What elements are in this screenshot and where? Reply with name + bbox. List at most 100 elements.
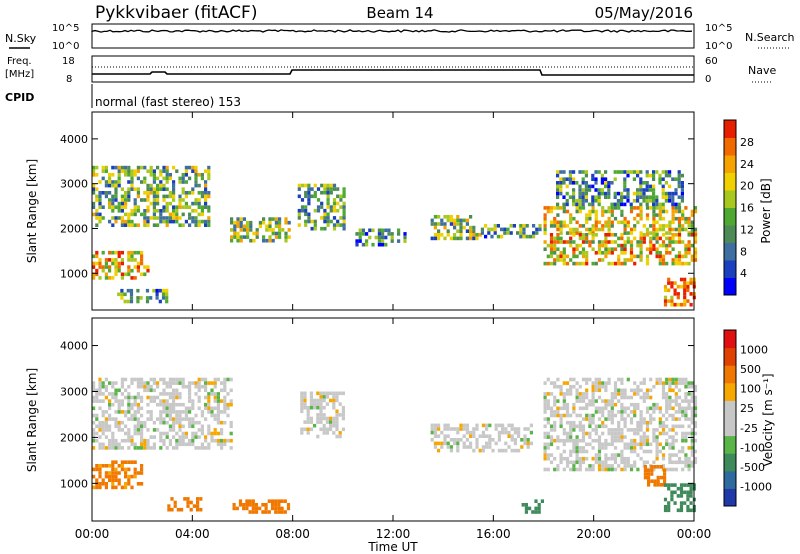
echo-cell (661, 261, 666, 266)
echo-cell (658, 206, 662, 210)
echo-cell (178, 381, 182, 385)
echo-cell (626, 240, 630, 244)
echo-cell (430, 438, 434, 442)
echo-cell (594, 199, 598, 203)
echo-cell (686, 504, 690, 509)
echo-cell (617, 428, 621, 432)
echo-cell (223, 420, 227, 425)
echo-cell (204, 187, 208, 191)
echo-cell (210, 392, 214, 396)
echo-cell (216, 410, 220, 414)
echo-cell (636, 428, 640, 432)
echo-cell (626, 395, 630, 400)
echo-cell (149, 296, 153, 300)
echo-cell (607, 467, 611, 472)
echo-cell (613, 261, 618, 266)
echo-cell (578, 233, 582, 237)
echo-cell (674, 399, 678, 403)
echo-cell (197, 399, 201, 403)
echo-cell (594, 410, 598, 414)
echo-cell (143, 223, 147, 227)
echo-cell (594, 460, 598, 465)
echo-cell (307, 194, 311, 199)
echo-cell (184, 219, 188, 224)
echo-cell (581, 170, 585, 174)
echo-cell (556, 220, 560, 225)
echo-cell (149, 446, 153, 450)
echo-cell (92, 384, 96, 389)
echo-cell (172, 424, 176, 429)
echo-cell (313, 402, 317, 406)
echo-cell (629, 410, 634, 414)
echo-cell (453, 438, 457, 442)
echo-cell (456, 438, 460, 442)
echo-cell (159, 413, 163, 418)
echo-cell (648, 199, 652, 203)
echo-cell (690, 410, 694, 414)
colorbar-swatch (724, 435, 736, 454)
echo-cell (597, 251, 602, 255)
echo-cell (130, 173, 134, 177)
echo-cell (316, 413, 320, 417)
echo-cell (165, 420, 169, 425)
echo-cell (127, 219, 131, 224)
echo-cell (556, 467, 560, 472)
echo-cell (562, 413, 566, 418)
echo-cell (149, 388, 153, 393)
echo-cell (665, 438, 669, 443)
echo-cell (519, 231, 523, 235)
echo-cell (108, 471, 112, 475)
echo-cell (656, 483, 660, 487)
echo-cell (280, 510, 284, 514)
echo-cell (365, 239, 369, 243)
echo-cell (591, 428, 595, 432)
echo-cell (200, 173, 204, 177)
echo-cell (319, 420, 323, 424)
echo-cell (584, 173, 588, 178)
echo-cell (581, 195, 585, 199)
echo-cell (437, 423, 441, 428)
echo-cell (172, 428, 176, 432)
echo-cell (124, 471, 128, 475)
echo-cell (681, 240, 685, 244)
echo-cell (216, 395, 220, 400)
echo-cell (213, 431, 217, 436)
echo-cell (665, 231, 669, 235)
echo-cell (549, 220, 554, 225)
echo-cell (114, 250, 118, 255)
echo-cell (304, 205, 308, 209)
echo-cell (613, 402, 618, 407)
echo-cell (645, 199, 649, 203)
echo-cell (313, 194, 317, 199)
echo-cell (200, 219, 204, 224)
echo-cell (130, 183, 134, 188)
echo-cell (485, 445, 489, 449)
echo-cell (677, 184, 681, 189)
echo-cell (588, 435, 592, 439)
echo-cell (326, 223, 330, 227)
echo-cell (629, 388, 634, 393)
echo-cell (226, 413, 230, 418)
echo-cell (98, 212, 102, 217)
echo-cell (332, 431, 336, 435)
echo-cell (578, 202, 582, 207)
echo-cell (178, 392, 182, 396)
echo-cell (120, 296, 124, 300)
echo-cell (597, 240, 602, 244)
echo-cell (658, 243, 662, 248)
echo-cell (689, 494, 693, 498)
echo-cell (111, 442, 115, 447)
echo-cell (184, 165, 188, 170)
echo-cell (655, 251, 659, 255)
echo-cell (559, 424, 563, 429)
echo-cell (329, 427, 333, 432)
echo-cell (562, 251, 566, 255)
echo-cell (268, 235, 272, 239)
echo-cell (207, 165, 211, 170)
echo-cell (304, 219, 308, 224)
echo-cell (338, 391, 342, 396)
echo-cell (647, 475, 651, 480)
x-tick-label: 04:00 (175, 527, 210, 541)
echo-cell (313, 208, 317, 213)
